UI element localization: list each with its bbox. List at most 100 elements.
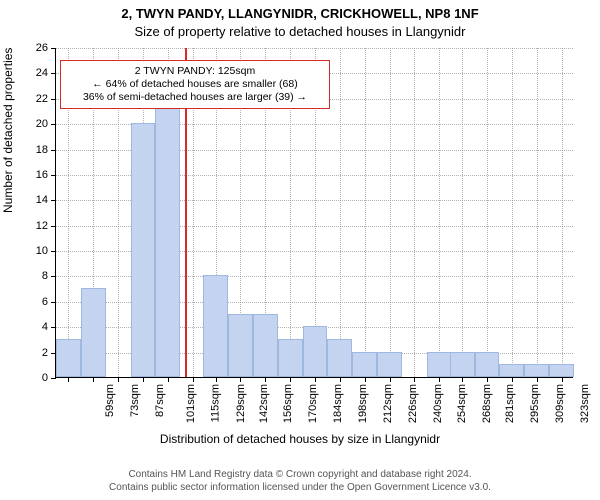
x-tick-mark <box>265 377 266 382</box>
x-tick-label: 240sqm <box>432 384 444 423</box>
x-tick-mark <box>93 377 94 382</box>
footer-line2: Contains public sector information licen… <box>0 481 600 494</box>
annotation-box: 2 TWYN PANDY: 125sqm ← 64% of detached h… <box>60 60 330 109</box>
y-tick-mark <box>51 150 56 151</box>
plot-area: 2 TWYN PANDY: 125sqm ← 64% of detached h… <box>55 48 573 378</box>
gridline-vertical <box>487 48 488 377</box>
x-tick-mark <box>439 377 440 382</box>
histogram-bar <box>203 275 228 377</box>
x-tick-mark <box>143 377 144 382</box>
y-tick-label: 16 <box>8 169 48 181</box>
histogram-bar <box>352 352 377 377</box>
y-tick-label: 8 <box>8 270 48 282</box>
x-tick-mark <box>315 377 316 382</box>
x-tick-label: 73sqm <box>129 384 141 417</box>
gridline-vertical <box>512 48 513 377</box>
histogram-bar <box>427 352 452 377</box>
gridline-vertical <box>537 48 538 377</box>
y-tick-mark <box>51 200 56 201</box>
annotation-line1: 2 TWYN PANDY: 125sqm <box>69 65 321 78</box>
y-tick-label: 26 <box>8 42 48 54</box>
x-tick-label: 129sqm <box>235 384 247 423</box>
x-tick-mark <box>562 377 563 382</box>
histogram-bar <box>228 314 253 377</box>
histogram-chart: 2, TWYN PANDY, LLANGYNIDR, CRICKHOWELL, … <box>0 0 600 500</box>
x-tick-label: 156sqm <box>283 384 295 423</box>
y-tick-label: 14 <box>8 194 48 206</box>
y-tick-mark <box>51 48 56 49</box>
histogram-bar <box>327 339 352 377</box>
y-tick-mark <box>51 175 56 176</box>
histogram-bar <box>81 288 106 377</box>
y-tick-label: 10 <box>8 245 48 257</box>
y-tick-label: 2 <box>8 347 48 359</box>
y-tick-label: 22 <box>8 93 48 105</box>
y-tick-label: 6 <box>8 296 48 308</box>
footer-attribution: Contains HM Land Registry data © Crown c… <box>0 468 600 494</box>
histogram-bar <box>524 364 549 377</box>
histogram-bar <box>549 364 574 377</box>
y-tick-label: 0 <box>8 372 48 384</box>
x-tick-label: 115sqm <box>209 384 221 422</box>
y-tick-label: 12 <box>8 220 48 232</box>
x-tick-mark <box>216 377 217 382</box>
x-tick-mark <box>68 377 69 382</box>
gridline-vertical <box>562 48 563 377</box>
y-tick-mark <box>51 226 56 227</box>
gridline-vertical <box>390 48 391 377</box>
x-tick-label: 87sqm <box>154 384 166 417</box>
y-tick-label: 24 <box>8 67 48 79</box>
y-tick-mark <box>51 99 56 100</box>
y-tick-mark <box>51 73 56 74</box>
histogram-bar <box>253 314 278 377</box>
histogram-bar <box>377 352 402 377</box>
gridline-vertical <box>462 48 463 377</box>
y-tick-mark <box>51 251 56 252</box>
x-tick-label: 295sqm <box>529 384 541 423</box>
x-axis-label: Distribution of detached houses by size … <box>0 432 600 446</box>
x-tick-mark <box>193 377 194 382</box>
y-tick-mark <box>51 378 56 379</box>
y-tick-label: 4 <box>8 321 48 333</box>
x-tick-mark <box>537 377 538 382</box>
annotation-line3: 36% of semi-detached houses are larger (… <box>69 91 321 104</box>
x-tick-mark <box>118 377 119 382</box>
y-tick-label: 20 <box>8 118 48 130</box>
gridline-vertical <box>340 48 341 377</box>
x-tick-label: 170sqm <box>307 384 319 423</box>
x-tick-label: 142sqm <box>258 384 270 423</box>
x-tick-label: 254sqm <box>456 384 468 423</box>
x-tick-mark <box>340 377 341 382</box>
chart-title-line2: Size of property relative to detached ho… <box>0 24 600 39</box>
gridline-vertical <box>365 48 366 377</box>
histogram-bar <box>278 339 303 377</box>
x-tick-mark <box>462 377 463 382</box>
x-tick-label: 101sqm <box>185 384 197 423</box>
chart-title-line1: 2, TWYN PANDY, LLANGYNIDR, CRICKHOWELL, … <box>0 6 600 21</box>
x-tick-mark <box>240 377 241 382</box>
y-tick-mark <box>51 124 56 125</box>
gridline-vertical <box>439 48 440 377</box>
footer-line1: Contains HM Land Registry data © Crown c… <box>0 468 600 481</box>
y-tick-mark <box>51 327 56 328</box>
x-tick-mark <box>390 377 391 382</box>
y-tick-mark <box>51 302 56 303</box>
x-tick-label: 184sqm <box>332 384 344 423</box>
histogram-bar <box>475 352 500 377</box>
y-tick-label: 18 <box>8 144 48 156</box>
x-tick-label: 281sqm <box>504 384 516 423</box>
x-tick-label: 268sqm <box>481 384 493 423</box>
annotation-line2: ← 64% of detached houses are smaller (68… <box>69 78 321 91</box>
x-tick-mark <box>290 377 291 382</box>
x-tick-mark <box>168 377 169 382</box>
x-tick-label: 59sqm <box>104 384 116 417</box>
histogram-bar <box>499 364 524 377</box>
histogram-bar <box>450 352 475 377</box>
x-tick-mark <box>512 377 513 382</box>
x-tick-mark <box>487 377 488 382</box>
x-tick-label: 226sqm <box>407 384 419 423</box>
x-tick-mark <box>365 377 366 382</box>
gridline-vertical <box>414 48 415 377</box>
x-tick-label: 309sqm <box>554 384 566 423</box>
x-tick-mark <box>414 377 415 382</box>
